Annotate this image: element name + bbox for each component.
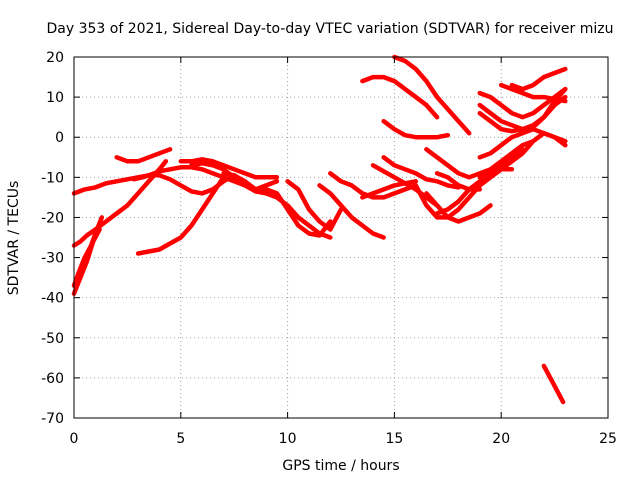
x-axis-label: GPS time / hours <box>282 458 399 474</box>
y-tick-label: 0 <box>55 130 64 146</box>
y-tick-label: 20 <box>46 50 64 66</box>
x-tick-label: 10 <box>279 431 297 447</box>
x-tick-label: 5 <box>176 431 185 447</box>
grid <box>74 57 608 418</box>
series-line-s24 <box>424 138 536 180</box>
series-line-s12 <box>285 179 344 232</box>
data-series <box>71 54 568 405</box>
y-tick-label: -30 <box>41 251 64 267</box>
y-tick-label: -10 <box>41 170 64 186</box>
series-line-s7 <box>135 175 226 256</box>
series-line-s28 <box>477 94 568 134</box>
series-line-s11 <box>253 187 333 238</box>
plot-frame <box>73 56 609 419</box>
x-tick-label: 20 <box>492 431 510 447</box>
series-line-s22 <box>424 191 493 224</box>
chart-title: Day 353 of 2021, Sidereal Day-to-day VTE… <box>47 21 614 37</box>
series-line-s32 <box>509 66 568 92</box>
y-tick-label: -50 <box>41 331 64 347</box>
x-tick-label: 0 <box>70 431 79 447</box>
series-line-s23 <box>434 147 525 216</box>
series-line-s18 <box>360 74 440 120</box>
x-tick-label: 15 <box>385 431 403 447</box>
series-line-s17 <box>381 155 461 190</box>
series-line-s19 <box>381 118 451 140</box>
series-line-s31 <box>498 82 568 104</box>
series-line-s30 <box>477 130 568 180</box>
y-tick-label: -70 <box>41 411 64 427</box>
series-line-s8 <box>178 157 280 180</box>
series-line-s5 <box>114 147 173 164</box>
series-line-s16 <box>370 163 440 208</box>
series-line-s14 <box>328 171 419 200</box>
series-line-s4 <box>71 227 102 296</box>
series-line-s25 <box>434 171 483 192</box>
y-tick-label: -60 <box>41 371 64 387</box>
y-tick-label: -20 <box>41 210 64 226</box>
x-tick-label: 25 <box>599 431 617 447</box>
series-line-s20 <box>392 54 472 136</box>
axis-ticks: 0 5 10 15 20 25 -70 -60 -50 -40 -30 -20 -10 0 10 20 <box>41 50 617 447</box>
y-axis-label: SDTVAR / TECUs <box>6 181 22 296</box>
series-line-s13 <box>317 183 386 240</box>
y-tick-label: -40 <box>41 291 64 307</box>
y-tick-label: 10 <box>46 90 64 106</box>
series-line-s33 <box>541 363 566 405</box>
